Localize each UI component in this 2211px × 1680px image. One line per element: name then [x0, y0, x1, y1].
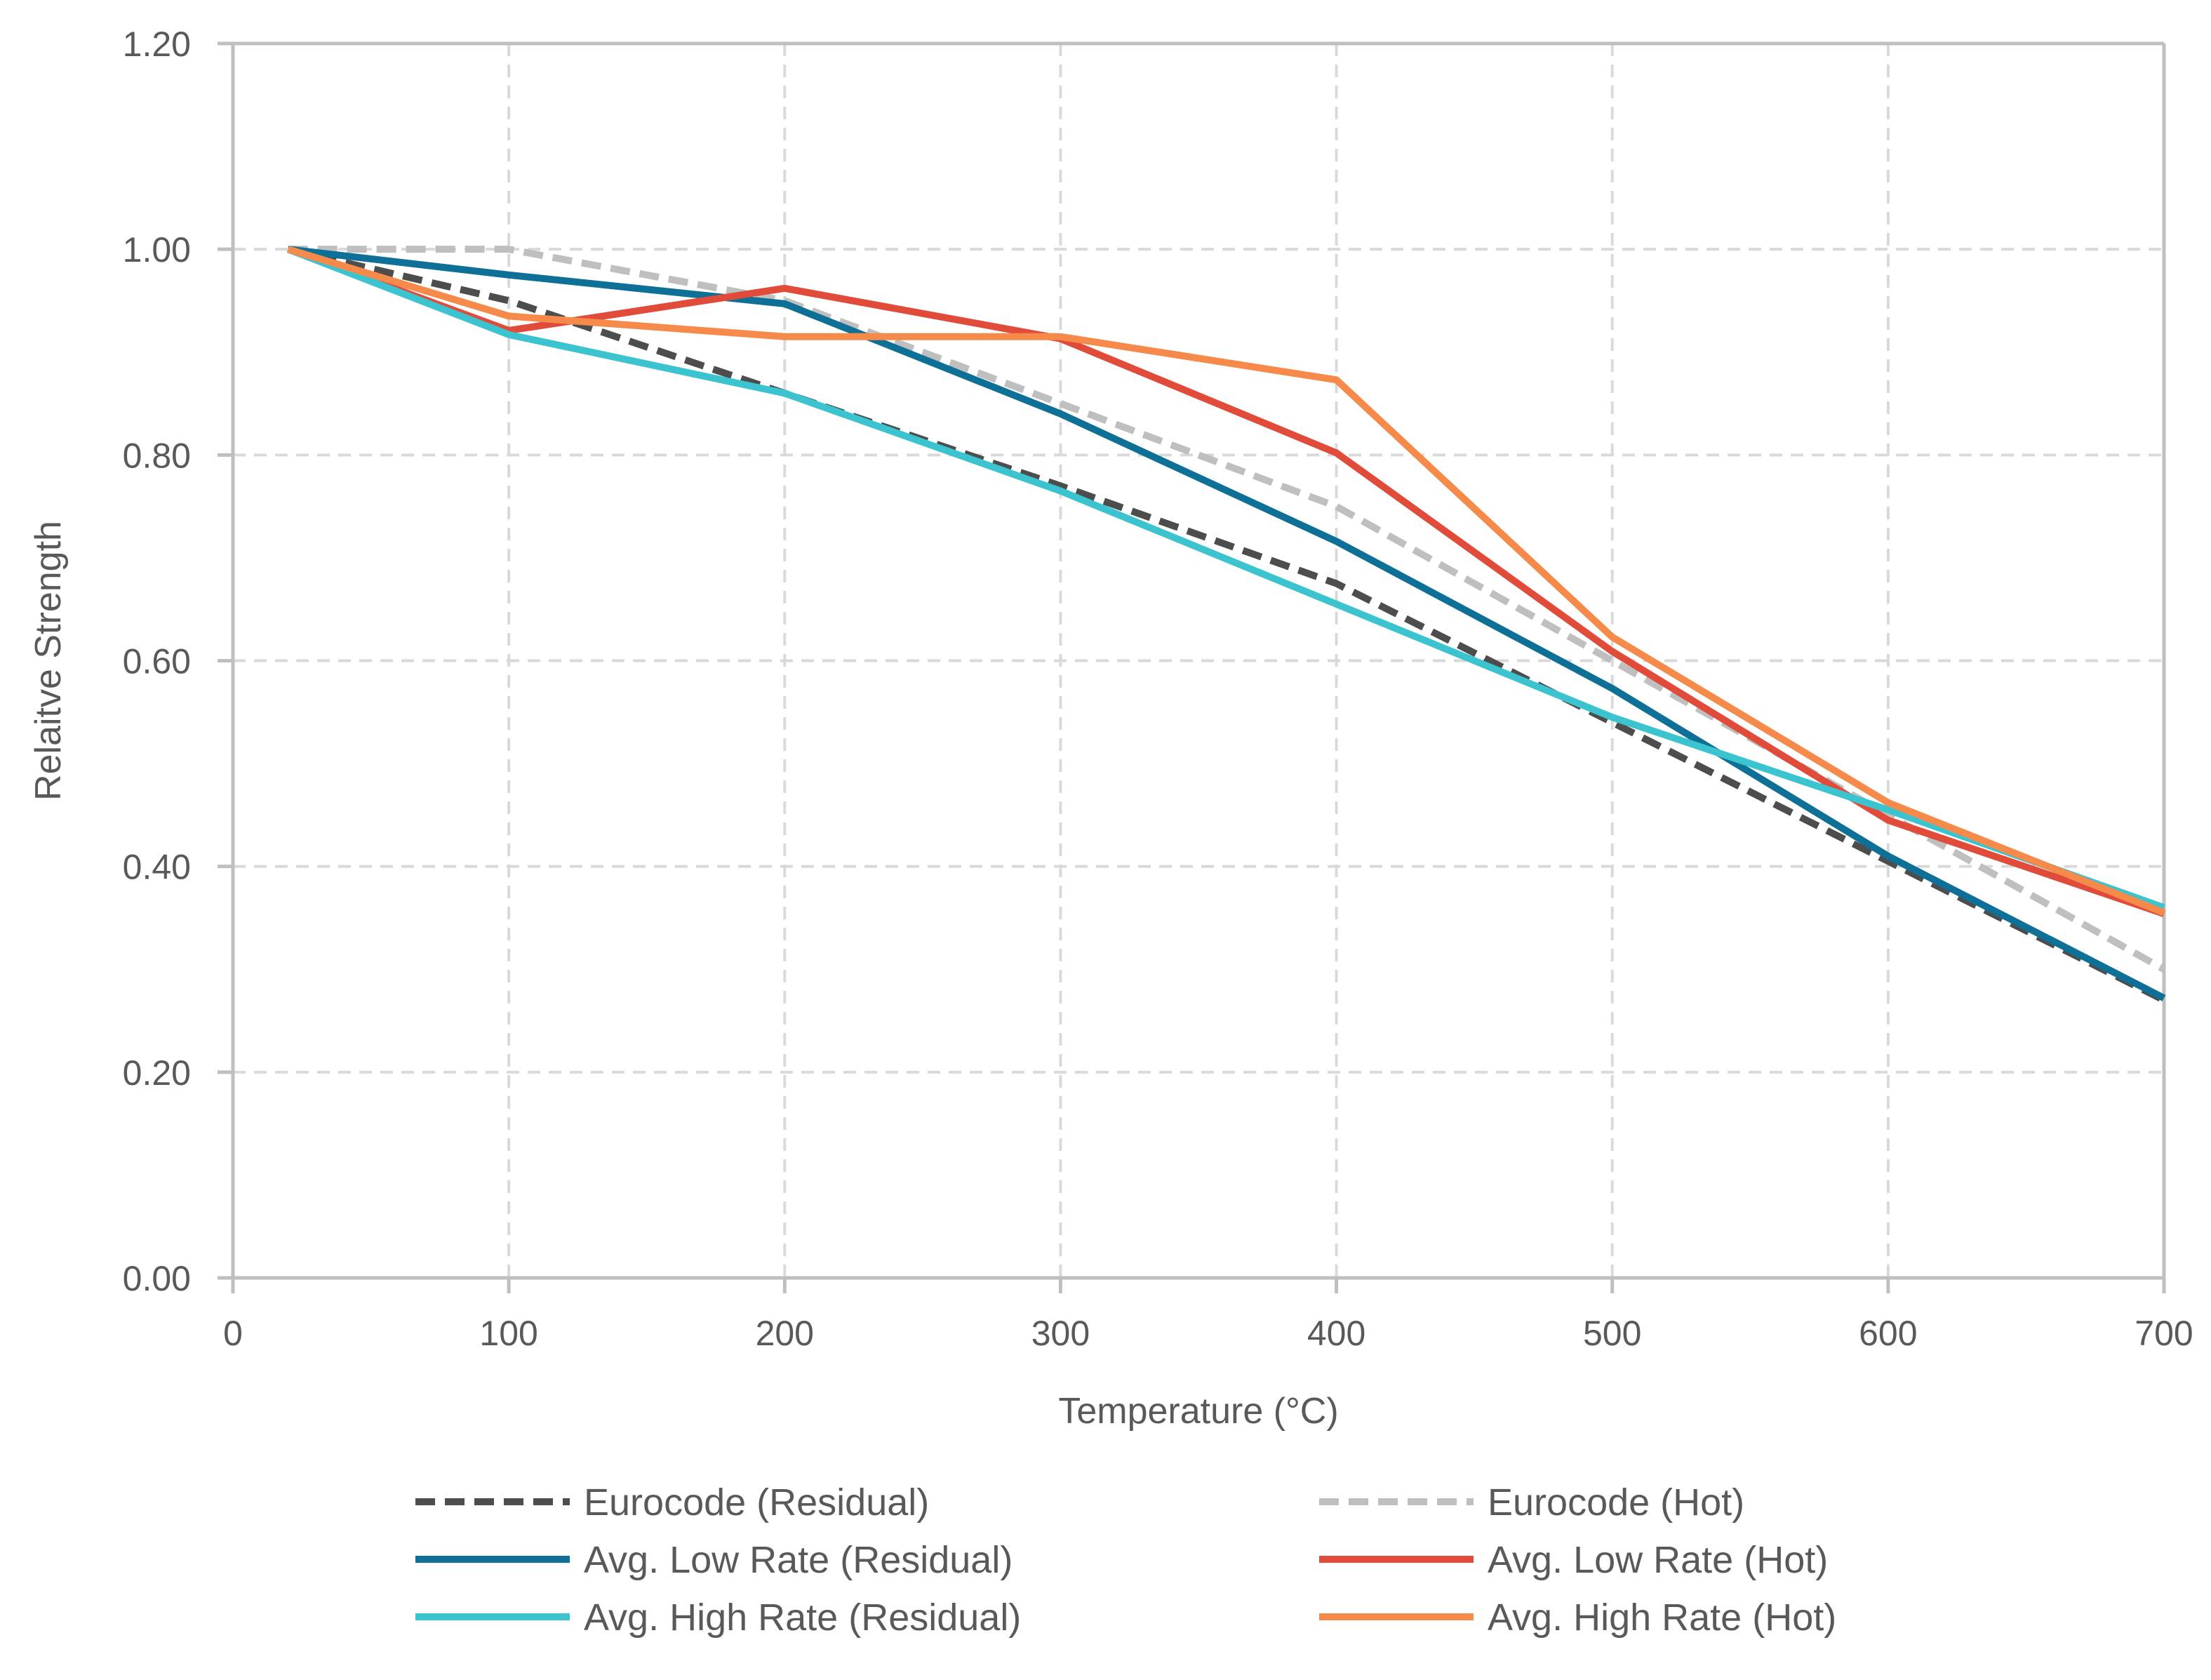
x-axis-title: Temperature (°C) [1058, 1391, 1338, 1432]
x-tick-label: 700 [2135, 1314, 2193, 1353]
legend-label-6: Avg. High Rate (Hot) [1488, 1596, 1836, 1639]
legend-label-1: Eurocode (Residual) [584, 1481, 929, 1524]
series-line-6 [287, 246, 2165, 916]
y-axis-title: Relaitve Strength [28, 521, 69, 801]
axes-layer [218, 41, 2166, 1293]
series-layer [286, 246, 2166, 1004]
grid-layer [233, 42, 2164, 1278]
x-tick-label: 600 [1859, 1314, 1917, 1353]
series-line-3 [288, 246, 2166, 1001]
y-tick-label: 1.20 [123, 25, 191, 64]
x-tick-label: 0 [223, 1314, 243, 1353]
x-tick-label: 200 [756, 1314, 814, 1353]
legend-label-2: Eurocode (Hot) [1488, 1481, 1744, 1524]
legend: Eurocode (Residual) Eurocode (Hot) Avg. Lo… [415, 1481, 1836, 1639]
ticks-layer: 0.00 0.20 0.40 0.60 0.80 1.00 1.20 0 100 200 300 40… [123, 25, 2193, 1353]
legend-label-5: Avg. High Rate (Residual) [584, 1596, 1021, 1639]
series-line-5 [286, 246, 2165, 912]
x-tick-label: 500 [1583, 1314, 1641, 1353]
x-tick-label: 400 [1307, 1314, 1365, 1353]
x-tick-label: 100 [479, 1314, 537, 1353]
y-tick-label: 0.20 [123, 1053, 191, 1093]
x-tick-label: 300 [1031, 1314, 1090, 1353]
y-tick-label: 0.40 [123, 848, 191, 887]
legend-label-4: Avg. Low Rate (Hot) [1488, 1539, 1828, 1581]
y-tick-label: 1.00 [123, 230, 191, 269]
y-tick-label: 0.60 [123, 642, 191, 681]
y-tick-label: 0.80 [123, 436, 191, 475]
y-tick-label: 0.00 [123, 1259, 191, 1298]
legend-label-3: Avg. Low Rate (Residual) [584, 1539, 1013, 1581]
